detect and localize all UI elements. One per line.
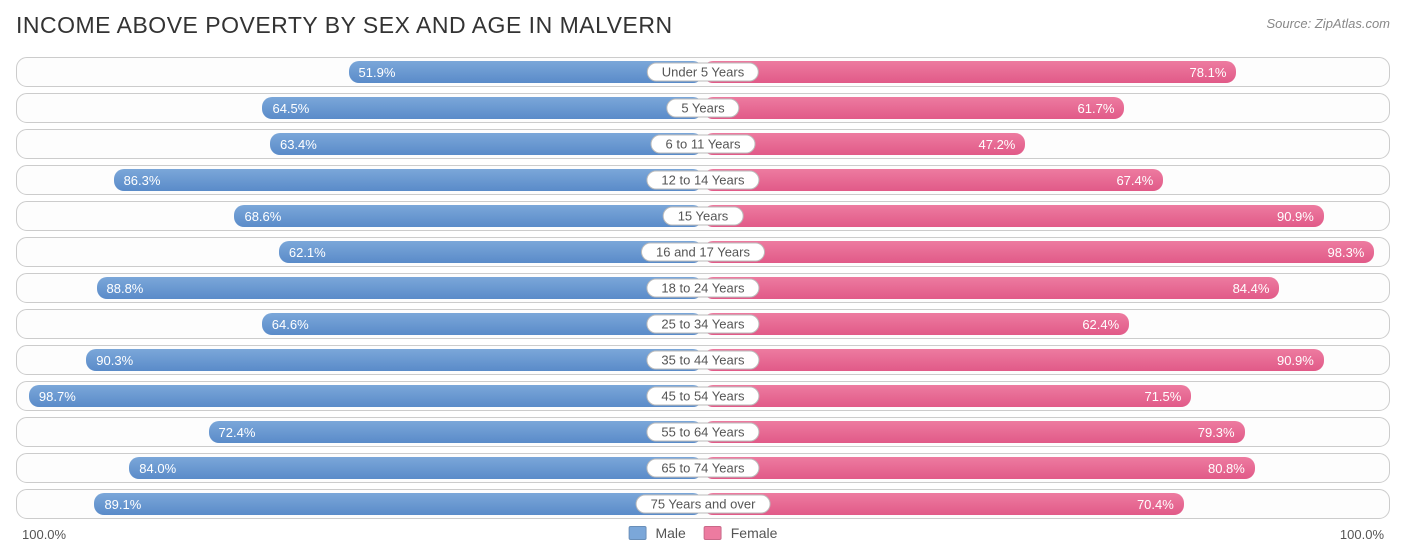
female-value: 98.3% (1328, 245, 1365, 260)
female-value: 61.7% (1078, 101, 1115, 116)
bar-row: 64.6% 62.4% 25 to 34 Years (16, 309, 1390, 339)
female-bar: 70.4% (703, 493, 1184, 515)
female-bar: 80.8% (703, 457, 1255, 479)
category-label: 65 to 74 Years (646, 459, 759, 478)
category-label: 25 to 34 Years (646, 315, 759, 334)
female-bar: 61.7% (703, 97, 1124, 119)
male-bar: 62.1% (279, 241, 703, 263)
male-bar: 64.6% (262, 313, 703, 335)
bar-row: 86.3% 67.4% 12 to 14 Years (16, 165, 1390, 195)
male-value: 98.7% (39, 389, 76, 404)
chart-title: INCOME ABOVE POVERTY BY SEX AND AGE IN M… (16, 12, 673, 39)
bar-row: 68.6% 90.9% 15 Years (16, 201, 1390, 231)
category-label: 75 Years and over (636, 495, 771, 514)
male-value: 72.4% (219, 425, 256, 440)
bar-row: 98.7% 71.5% 45 to 54 Years (16, 381, 1390, 411)
male-value: 62.1% (289, 245, 326, 260)
female-value: 90.9% (1277, 353, 1314, 368)
category-label: Under 5 Years (647, 63, 759, 82)
category-label: 45 to 54 Years (646, 387, 759, 406)
category-label: 15 Years (663, 207, 744, 226)
bar-row: 51.9% 78.1% Under 5 Years (16, 57, 1390, 87)
male-bar: 63.4% (270, 133, 703, 155)
female-value: 79.3% (1198, 425, 1235, 440)
male-bar: 84.0% (129, 457, 703, 479)
bar-row: 90.3% 90.9% 35 to 44 Years (16, 345, 1390, 375)
legend-swatch-female (704, 526, 722, 540)
male-bar: 89.1% (94, 493, 703, 515)
male-bar: 68.6% (234, 205, 703, 227)
female-value: 62.4% (1082, 317, 1119, 332)
male-value: 63.4% (280, 137, 317, 152)
category-label: 12 to 14 Years (646, 171, 759, 190)
female-bar: 98.3% (703, 241, 1374, 263)
female-value: 47.2% (979, 137, 1016, 152)
male-value: 89.1% (104, 497, 141, 512)
category-label: 6 to 11 Years (651, 135, 756, 154)
female-value: 84.4% (1233, 281, 1270, 296)
female-bar: 84.4% (703, 277, 1279, 299)
female-bar: 79.3% (703, 421, 1245, 443)
female-bar: 62.4% (703, 313, 1129, 335)
bar-row: 64.5% 61.7% 5 Years (16, 93, 1390, 123)
axis-left-label: 100.0% (22, 527, 66, 542)
category-label: 55 to 64 Years (646, 423, 759, 442)
bar-row: 84.0% 80.8% 65 to 74 Years (16, 453, 1390, 483)
male-value: 68.6% (244, 209, 281, 224)
legend-female: Female (704, 525, 778, 541)
male-value: 90.3% (96, 353, 133, 368)
female-bar: 71.5% (703, 385, 1191, 407)
male-value: 86.3% (124, 173, 161, 188)
female-value: 71.5% (1144, 389, 1181, 404)
male-value: 88.8% (107, 281, 144, 296)
category-label: 16 and 17 Years (641, 243, 765, 262)
chart-footer: 100.0% 100.0% Male Female (16, 525, 1390, 549)
legend-female-label: Female (731, 525, 778, 541)
chart-header: INCOME ABOVE POVERTY BY SEX AND AGE IN M… (16, 12, 1390, 39)
legend-male-label: Male (655, 525, 685, 541)
female-value: 70.4% (1137, 497, 1174, 512)
chart-area: 51.9% 78.1% Under 5 Years 64.5% 61.7% 5 Years… (16, 57, 1390, 519)
bar-row: 63.4% 47.2% 6 to 11 Years (16, 129, 1390, 159)
male-bar: 90.3% (86, 349, 703, 371)
chart-source: Source: ZipAtlas.com (1266, 16, 1390, 31)
female-bar: 67.4% (703, 169, 1163, 191)
female-value: 78.1% (1190, 65, 1227, 80)
female-value: 67.4% (1116, 173, 1153, 188)
male-bar: 88.8% (97, 277, 704, 299)
female-bar: 90.9% (703, 349, 1324, 371)
axis-right-label: 100.0% (1340, 527, 1384, 542)
bar-row: 72.4% 79.3% 55 to 64 Years (16, 417, 1390, 447)
female-bar: 90.9% (703, 205, 1324, 227)
male-value: 51.9% (359, 65, 396, 80)
female-bar: 78.1% (703, 61, 1236, 83)
male-value: 84.0% (139, 461, 176, 476)
category-label: 35 to 44 Years (646, 351, 759, 370)
male-value: 64.5% (272, 101, 309, 116)
bar-row: 62.1% 98.3% 16 and 17 Years (16, 237, 1390, 267)
bar-row: 89.1% 70.4% 75 Years and over (16, 489, 1390, 519)
category-label: 5 Years (666, 99, 739, 118)
male-bar: 86.3% (114, 169, 703, 191)
male-bar: 64.5% (262, 97, 703, 119)
male-bar: 72.4% (209, 421, 703, 443)
category-label: 18 to 24 Years (646, 279, 759, 298)
legend: Male Female (629, 525, 778, 541)
male-bar: 98.7% (29, 385, 703, 407)
female-value: 80.8% (1208, 461, 1245, 476)
legend-swatch-male (629, 526, 647, 540)
legend-male: Male (629, 525, 686, 541)
bar-row: 88.8% 84.4% 18 to 24 Years (16, 273, 1390, 303)
male-value: 64.6% (272, 317, 309, 332)
female-value: 90.9% (1277, 209, 1314, 224)
